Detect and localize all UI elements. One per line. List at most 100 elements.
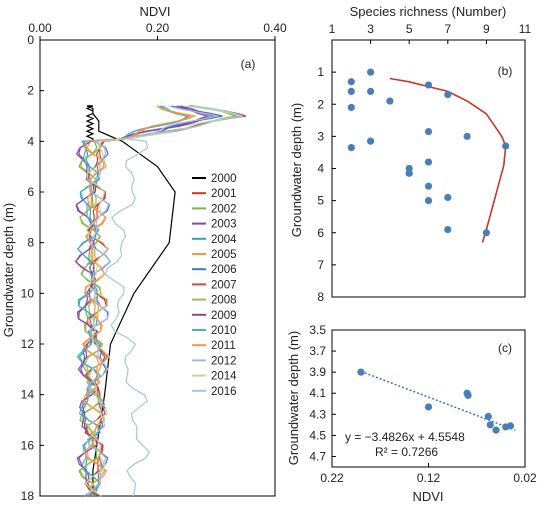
panel-a-lines — [74, 105, 246, 497]
panel-b-ytick-label: 7 — [317, 258, 324, 272]
legend-label-2016: 2016 — [211, 386, 237, 398]
panel-b-xlabel: Species richness (Number) — [350, 4, 507, 19]
data-point — [357, 368, 365, 376]
panel-c-ytick-label: 3.5 — [309, 323, 326, 337]
data-point — [486, 421, 494, 429]
panel-c-label: (c) — [498, 341, 512, 355]
panel-b: Species richness (Number) Groundwater de… — [289, 4, 532, 304]
panel-b-ytick-label: 5 — [317, 194, 324, 208]
data-point — [347, 144, 355, 152]
legend-label-2011: 2011 — [211, 340, 236, 352]
panel-a-ytick-label: 4 — [27, 134, 34, 148]
series-line-2010 — [76, 105, 191, 497]
panel-a-ytick-label: 10 — [21, 286, 35, 300]
data-point — [424, 182, 433, 190]
legend-label-2012: 2012 — [211, 355, 237, 367]
data-point — [347, 103, 355, 112]
panel-c-xticks: 0.22 0.12 0.02 — [320, 463, 537, 485]
panel-c-ytick-label: 3.9 — [309, 365, 326, 379]
panel-a-ytick-label: 0 — [27, 33, 34, 47]
panel-b-xtick-label: 9 — [483, 22, 490, 36]
panel-a-ytick-label: 8 — [27, 236, 34, 250]
panel-c-ytick-label: 4.5 — [309, 428, 326, 442]
panel-b-label: (b) — [498, 64, 513, 78]
fit-curve — [389, 77, 507, 243]
panel-c-ytick-label: 3.7 — [309, 344, 326, 358]
legend-label-2009: 2009 — [211, 310, 237, 322]
panel-a-frame — [39, 39, 276, 497]
panel-c-ylabel: Groundwater depth (m) — [286, 331, 301, 465]
panel-b-frame — [331, 39, 526, 298]
data-point — [424, 127, 433, 136]
panel-c-xtick-label: 0.22 — [320, 471, 344, 485]
panel-b-ytick-label: 6 — [317, 226, 324, 240]
panel-c-xtick-label: 0.02 — [513, 471, 537, 485]
data-point — [424, 158, 433, 166]
legend-label-2006: 2006 — [211, 264, 237, 276]
legend-label-2005: 2005 — [211, 249, 237, 261]
data-point — [405, 169, 413, 177]
panel-a-ytick-label: 2 — [27, 84, 34, 98]
panel-c-trendline — [360, 370, 516, 431]
panel-b-xtick-label: 3 — [367, 22, 374, 36]
panel-c-xlabel: NDVI — [412, 489, 443, 504]
legend-label-2014: 2014 — [211, 371, 237, 383]
data-point — [484, 412, 492, 421]
panel-a-ytick-label: 16 — [21, 438, 35, 452]
panel-a-ylabel: Groundwater depth (m) — [1, 203, 16, 337]
panel-b-ylabel: Groundwater depth (m) — [289, 103, 304, 237]
legend-label-2004: 2004 — [211, 234, 237, 246]
data-point — [444, 225, 452, 234]
panel-c-yticks: 3.5 3.7 3.9 4.1 4.3 4.5 4.7 — [309, 323, 336, 463]
data-point — [506, 422, 515, 430]
panel-b-ytick-label: 3 — [317, 129, 324, 143]
legend-label-2007: 2007 — [211, 279, 237, 291]
panel-b-fit-curve — [389, 77, 507, 243]
panel-a-legend: 2000 2001 2002 2003 2004 2005 2006 2007 2008 2009… — [192, 173, 237, 398]
data-point — [424, 403, 433, 411]
trendline — [360, 370, 516, 431]
data-point — [444, 91, 452, 99]
panel-b-ytick-label: 8 — [317, 290, 324, 304]
panel-a-xtick-label: 0.00 — [28, 21, 52, 35]
data-point — [347, 78, 355, 86]
data-point — [367, 68, 375, 76]
panel-b-xtick-label: 7 — [444, 22, 451, 36]
series-line-2000 — [85, 105, 176, 496]
panel-c-r-squared: R² = 0.7266 — [375, 445, 438, 459]
data-point — [347, 87, 355, 95]
panel-c-equation: y = −3.4826x + 4.5548 — [345, 430, 465, 444]
legend-label-2001: 2001 — [211, 188, 237, 200]
data-point — [502, 142, 510, 150]
legend-label-2010: 2010 — [211, 325, 237, 337]
panel-b-ytick-label: 4 — [317, 162, 324, 176]
panel-c-ytick-label: 4.1 — [309, 386, 326, 400]
panel-a-label: (a) — [241, 57, 256, 71]
legend-label-2002: 2002 — [211, 203, 237, 215]
panel-b-ytick-label: 2 — [317, 97, 324, 111]
panel-a-xlabel: NDVI — [139, 4, 170, 19]
data-point — [482, 229, 490, 237]
panel-b-yticks: 1 2 3 4 5 6 7 8 — [317, 65, 336, 304]
panel-c-xtick-label: 0.12 — [417, 471, 441, 485]
data-point — [444, 193, 452, 202]
panel-a-ytick-label: 12 — [21, 337, 35, 351]
series-line-2016 — [104, 105, 243, 497]
data-point — [367, 137, 375, 145]
panel-b-ytick-label: 1 — [317, 65, 324, 79]
panel-b-xtick-label: 11 — [519, 22, 532, 36]
panel-a-xticks: 0.00 0.20 0.40 — [28, 21, 287, 40]
data-point — [367, 87, 375, 95]
series-line-2014 — [84, 105, 243, 497]
panel-a-xtick-label: 0.20 — [146, 21, 170, 35]
panel-a-yticks: 0 2 4 6 8 10 12 14 16 18 — [21, 33, 44, 503]
panel-a-ytick-label: 14 — [21, 388, 35, 402]
panel-b-xtick-label: 1 — [329, 22, 336, 36]
legend-label-2000: 2000 — [211, 173, 237, 185]
panel-b-xtick-label: 5 — [406, 22, 413, 36]
panel-c-ytick-label: 4.7 — [309, 449, 326, 463]
panel-c-points — [357, 368, 515, 434]
panel-a-ytick-label: 6 — [27, 185, 34, 199]
panel-a: NDVI Groundwater depth (m) (a) 0.00 0.20 0… — [1, 4, 287, 503]
